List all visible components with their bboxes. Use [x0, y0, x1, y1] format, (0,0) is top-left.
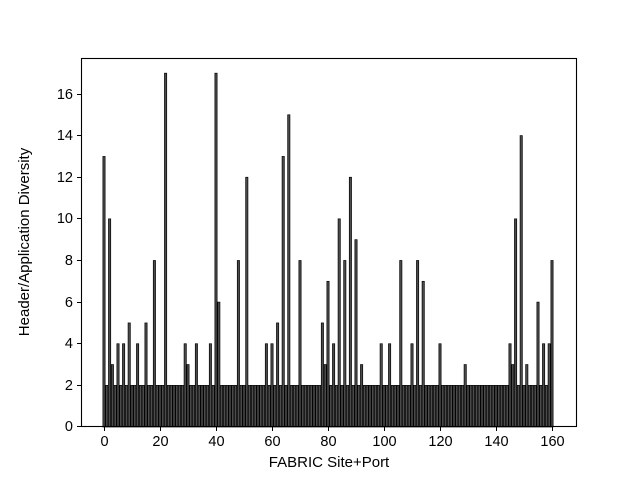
svg-text:60: 60: [264, 434, 280, 450]
svg-text:16: 16: [57, 87, 73, 103]
svg-text:100: 100: [372, 434, 396, 450]
svg-text:12: 12: [57, 170, 73, 186]
svg-text:10: 10: [57, 211, 73, 227]
svg-text:160: 160: [540, 434, 564, 450]
svg-text:4: 4: [65, 336, 73, 352]
svg-text:0: 0: [65, 419, 73, 435]
svg-text:8: 8: [65, 253, 73, 269]
svg-text:120: 120: [428, 434, 452, 450]
svg-text:Header/Application Diversity: Header/Application Diversity: [16, 147, 33, 336]
svg-text:40: 40: [208, 434, 224, 450]
svg-text:20: 20: [152, 434, 168, 450]
svg-text:2: 2: [65, 378, 73, 394]
svg-text:80: 80: [320, 434, 336, 450]
svg-text:14: 14: [57, 128, 73, 144]
svg-text:FABRIC Site+Port: FABRIC Site+Port: [269, 454, 390, 471]
svg-text:140: 140: [484, 434, 508, 450]
svg-text:0: 0: [100, 434, 108, 450]
svg-text:6: 6: [65, 295, 73, 311]
